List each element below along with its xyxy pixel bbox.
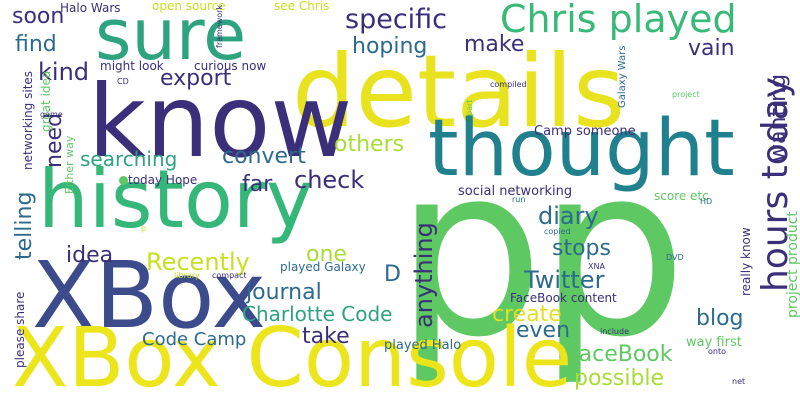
- cloud-word: idea: [66, 243, 114, 268]
- cloud-word: Halo Wars: [60, 1, 121, 15]
- cloud-word: played Galaxy: [280, 260, 366, 274]
- cloud-word: stops: [552, 236, 611, 261]
- cloud-word: possible: [574, 366, 665, 391]
- cloud-word: know: [88, 63, 353, 180]
- cloud-word: p: [395, 116, 545, 389]
- cloud-word: today Hope: [128, 173, 198, 187]
- cloud-word: Code Camp: [142, 329, 247, 350]
- cloud-word: create: [492, 302, 562, 327]
- cloud-word: XBox: [32, 242, 267, 349]
- cloud-word: hoping: [352, 34, 428, 59]
- cloud-word: XBox Console: [12, 311, 573, 400]
- cloud-word: Twitter: [524, 266, 605, 294]
- cloud-word: Charlotte Code: [242, 302, 393, 326]
- cloud-word: kind: [38, 58, 90, 86]
- cloud-word: D: [384, 262, 401, 287]
- cloud-word: networking sites: [21, 70, 35, 170]
- cloud-word: game: [40, 110, 63, 119]
- cloud-word: really know: [739, 227, 753, 296]
- cloud-word: history: [38, 153, 314, 246]
- cloud-word: thought: [428, 104, 735, 194]
- cloud-word: details: [292, 33, 626, 150]
- cloud-word: see Chris: [274, 0, 330, 13]
- cloud-word: others: [334, 132, 405, 157]
- cloud-word: project: [672, 90, 700, 99]
- cloud-word: even: [516, 318, 571, 343]
- cloud-word: diary: [538, 202, 599, 230]
- cloud-word: convert: [222, 144, 306, 169]
- cloud-word: net: [732, 377, 746, 386]
- cloud-word: anything: [410, 222, 438, 328]
- cloud-word: vain: [688, 36, 735, 61]
- cloud-word: copied: [544, 227, 571, 236]
- cloud-word: Recently: [146, 248, 250, 276]
- cloud-word: check: [294, 166, 365, 194]
- cloud-word: great idea: [39, 70, 53, 132]
- cloud-word: please share: [13, 291, 27, 368]
- bullet-dot: [119, 176, 128, 185]
- cloud-word: Either way: [63, 135, 76, 194]
- cloud-word: export: [160, 66, 232, 91]
- cloud-word: specific: [345, 4, 448, 35]
- cloud-word: Galaxy Wars: [617, 45, 628, 109]
- cloud-word: journal: [246, 280, 322, 305]
- cloud-word: project product: [785, 211, 800, 318]
- cloud-word: social networking: [458, 184, 573, 199]
- cloud-word: FaceBook: [568, 342, 673, 367]
- cloud-word: onto: [708, 347, 726, 356]
- cloud-word: part: [465, 99, 474, 116]
- cloud-word: take: [302, 324, 350, 349]
- cloud-word: CD: [117, 77, 129, 86]
- cloud-word: telling: [12, 191, 37, 260]
- cloud-word: Camp someone: [534, 124, 636, 139]
- cloud-word: include: [600, 327, 629, 336]
- cloud-word: HD: [700, 197, 713, 206]
- cloud-word: find: [15, 32, 57, 57]
- cloud-word: played Halo: [384, 338, 462, 353]
- cloud-word: sure: [95, 0, 247, 76]
- cloud-word: blog: [696, 306, 744, 331]
- cloud-word: compact: [212, 271, 247, 280]
- cloud-word: compiled: [490, 80, 527, 89]
- cloud-word: score etc: [654, 189, 709, 203]
- cloud-word: soon: [12, 4, 65, 29]
- cloud-word: might look: [100, 59, 164, 73]
- cloud-word: DVD: [666, 253, 684, 262]
- cloud-word: curious now: [194, 59, 267, 73]
- cloud-word: make: [464, 32, 525, 57]
- cloud-word: framework: [215, 4, 224, 48]
- cloud-word: p: [141, 224, 147, 233]
- cloud-word: XNA: [588, 262, 605, 271]
- cloud-word: Chris played: [500, 0, 737, 41]
- cloud-word: p: [538, 116, 688, 389]
- cloud-word: run: [512, 195, 526, 204]
- cloud-word: searching: [80, 147, 178, 171]
- cloud-word: library: [174, 271, 200, 280]
- cloud-word: way first: [686, 335, 742, 350]
- cloud-word: one: [306, 242, 347, 267]
- cloud-word: open source: [152, 0, 226, 13]
- cloud-word: far: [242, 172, 273, 197]
- cloud-word: FaceBook content: [510, 291, 617, 305]
